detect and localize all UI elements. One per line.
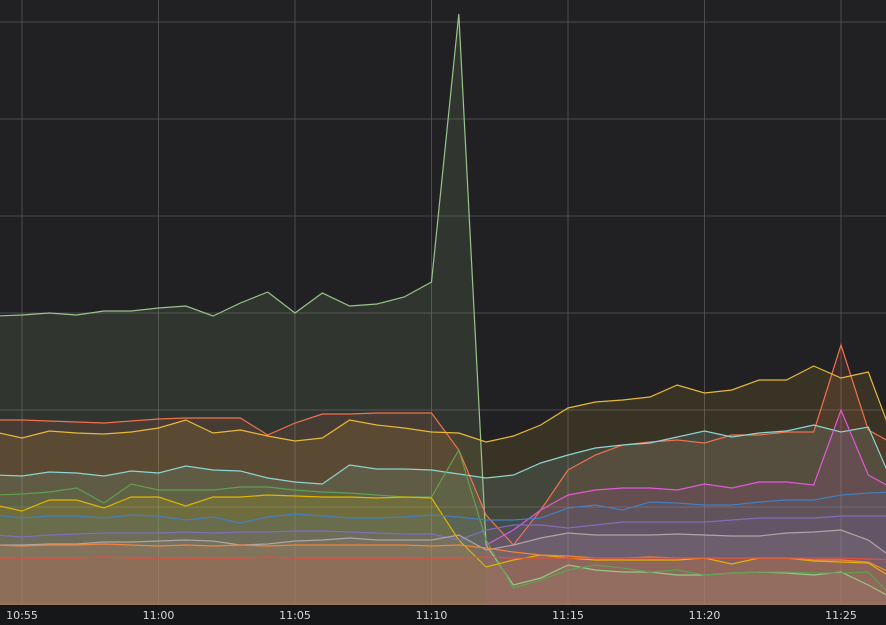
area <box>0 544 886 605</box>
line <box>0 494 886 575</box>
area <box>0 495 886 605</box>
line <box>0 556 886 561</box>
grid <box>0 0 886 605</box>
area <box>0 450 886 605</box>
x-tick-label: 11:00 <box>143 609 175 622</box>
line <box>0 424 886 485</box>
line <box>485 408 886 546</box>
area <box>0 516 886 605</box>
line <box>0 491 886 524</box>
x-tick-label: 11:20 <box>689 609 721 622</box>
x-tick-label: 11:25 <box>825 609 857 622</box>
area <box>486 410 886 605</box>
lines <box>0 13 886 596</box>
x-axis: 10:55 11:00 11:05 11:10 11:15 11:20 11:25 <box>6 609 857 622</box>
x-tick-label: 11:05 <box>279 609 311 622</box>
x-tick-label: 10:55 <box>6 609 38 622</box>
line <box>0 365 886 443</box>
area <box>0 14 886 605</box>
area <box>0 530 886 605</box>
line <box>0 529 886 554</box>
area <box>0 345 886 605</box>
line <box>0 448 886 592</box>
x-tick-label: 11:10 <box>416 609 448 622</box>
area <box>0 557 886 605</box>
area <box>0 492 886 605</box>
x-tick-label: 11:15 <box>552 609 584 622</box>
